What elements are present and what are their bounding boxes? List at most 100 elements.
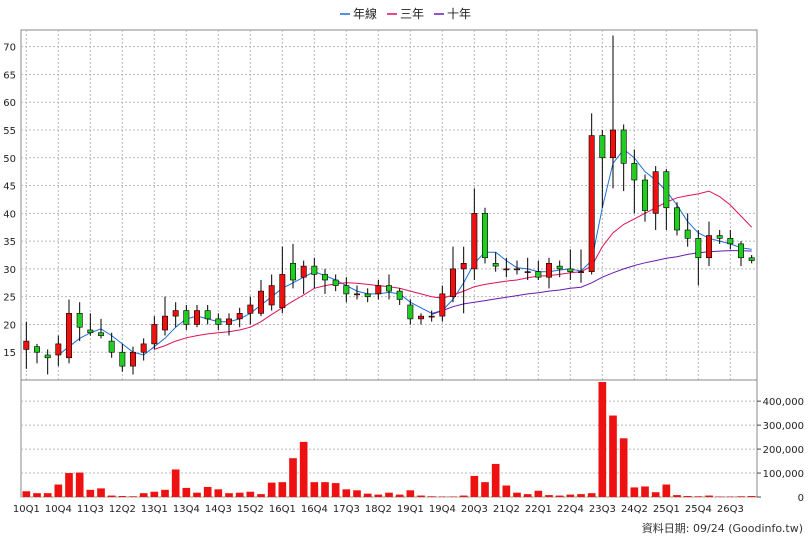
candle-body	[556, 265, 563, 270]
x-tick-label: 11Q3	[77, 504, 104, 515]
candle-body	[716, 235, 723, 239]
volume-bar	[331, 483, 340, 497]
legend-label: 十年	[447, 7, 471, 21]
candle-body	[386, 285, 392, 292]
volume-bar	[267, 482, 276, 497]
candle-body	[503, 268, 510, 271]
y-tick-label: 50	[3, 154, 16, 165]
candle-body	[290, 263, 296, 281]
volume-bar	[129, 496, 137, 497]
candle-body	[55, 343, 62, 356]
volume-bar	[406, 490, 415, 497]
x-tick-label: 22Q1	[525, 504, 552, 515]
x-tick-label: 25Q1	[653, 504, 680, 515]
candle-body	[407, 304, 414, 320]
candle-body	[322, 274, 328, 281]
volume-bar	[139, 493, 148, 497]
volume-bar	[161, 489, 169, 497]
volume-bar	[545, 495, 553, 497]
candle-body	[162, 315, 168, 331]
candle-body	[44, 354, 51, 359]
volume-bar	[118, 496, 127, 497]
candle-body	[76, 313, 83, 328]
candle-body	[204, 310, 211, 320]
volume-bar	[395, 494, 404, 497]
volume-bar	[481, 482, 489, 497]
volume-bar	[470, 475, 479, 497]
candle-body	[354, 293, 360, 296]
candle-body	[194, 310, 200, 325]
candle-body	[226, 318, 232, 325]
candle-body	[428, 315, 435, 318]
candle-body	[172, 310, 179, 317]
volume-bar	[65, 473, 73, 497]
x-tick-label: 25Q4	[685, 504, 712, 515]
candle-body	[236, 313, 243, 320]
volume-bar	[257, 494, 265, 497]
x-tick-label: 16Q1	[269, 504, 296, 515]
candle-body	[727, 238, 734, 245]
candle-body	[439, 293, 446, 317]
candle-body	[375, 285, 382, 295]
volume-bar	[75, 472, 84, 497]
candle-body	[738, 243, 744, 259]
y-tick-label: 55	[3, 126, 16, 137]
volume-bar	[577, 494, 585, 497]
volume-bar	[683, 496, 692, 497]
volume-bar	[609, 415, 617, 497]
candle-body	[642, 179, 648, 211]
volume-bar	[43, 493, 52, 497]
y-tick-label: 25	[3, 293, 16, 304]
volume-tick-label: 300,000	[763, 421, 804, 432]
volume-bar	[374, 494, 383, 497]
candle-body	[279, 274, 286, 309]
candle-body	[567, 268, 574, 272]
x-tick-label: 19Q1	[397, 504, 424, 515]
volume-bar	[225, 493, 233, 497]
candle-body	[610, 129, 616, 159]
volume-bar	[33, 493, 41, 497]
candle-body	[482, 213, 488, 259]
volume-plot-area	[20, 379, 758, 498]
candle-body	[183, 310, 190, 325]
volume-bar	[299, 441, 308, 497]
candle-body	[396, 290, 403, 300]
candle-body	[258, 290, 264, 314]
y-tick-label: 40	[3, 209, 16, 220]
x-axis: 10Q1 10Q4 11Q3 12Q2 13Q1 13Q4 14Q3 15Q2 16Q1 16Q4…	[13, 504, 744, 515]
candle-body	[268, 285, 275, 306]
volume-bar	[705, 495, 713, 497]
volume-tick-label: 400,000	[763, 397, 804, 408]
x-tick-label: 19Q4	[429, 504, 456, 515]
volume-bar	[459, 495, 468, 497]
volume-bar	[182, 487, 191, 497]
volume-bar	[193, 492, 201, 497]
candle-body	[674, 207, 680, 231]
candle-body	[588, 135, 595, 272]
volume-bar	[598, 382, 607, 497]
candle-body	[34, 346, 40, 353]
candle-body	[300, 265, 307, 278]
candle-body	[332, 279, 339, 286]
volume-tick-label: 0	[798, 493, 804, 504]
candle-body	[706, 235, 712, 259]
volume-bar	[214, 489, 223, 497]
candle-body	[748, 257, 755, 261]
volume-bar	[86, 489, 95, 497]
x-tick-label: 17Q3	[333, 504, 360, 515]
volume-bar	[641, 486, 649, 497]
candle-body	[695, 238, 702, 259]
volume-bar	[171, 469, 180, 497]
candle-body	[514, 268, 520, 271]
candle-body	[631, 163, 638, 181]
volume-bar	[107, 495, 116, 497]
candle-body	[546, 263, 552, 278]
x-tick-label: 13Q1	[141, 504, 168, 515]
candle-body	[215, 318, 222, 325]
volume-bar	[22, 491, 31, 497]
ma-line	[57, 148, 752, 356]
volume-bar	[534, 490, 543, 497]
volume-bar	[673, 495, 681, 497]
x-tick-label: 10Q1	[13, 504, 40, 515]
